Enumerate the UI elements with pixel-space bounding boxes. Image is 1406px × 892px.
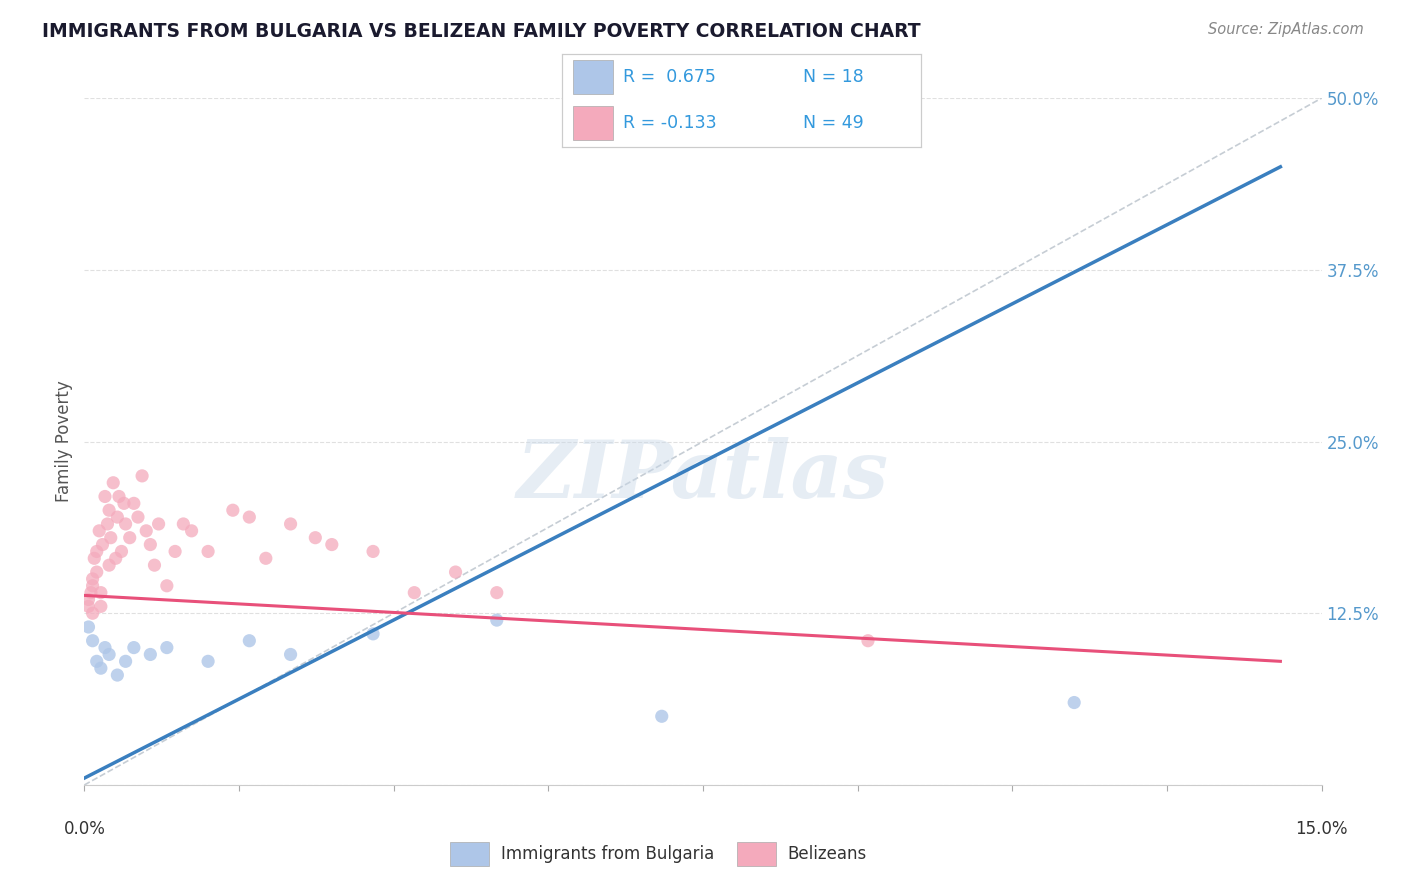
Text: Belizeans: Belizeans [787, 845, 866, 863]
Point [444, 565, 467, 579]
Point [91, 537, 114, 551]
Point [105, 668, 128, 682]
Point [77, 592, 100, 607]
Point [112, 496, 135, 510]
Text: 15.0%: 15.0% [1295, 820, 1348, 838]
Point [90, 585, 112, 599]
Point [98, 648, 121, 662]
Bar [450, 842, 489, 866]
Point [238, 633, 260, 648]
Point [80, 585, 103, 599]
Point [86, 654, 108, 668]
Point [100, 531, 122, 545]
Point [98, 558, 121, 573]
Point [122, 496, 145, 510]
Text: Source: ZipAtlas.com: Source: ZipAtlas.com [1208, 22, 1364, 37]
Point [104, 551, 127, 566]
Point [156, 640, 179, 655]
Text: R = -0.133: R = -0.133 [623, 114, 717, 132]
Point [94, 640, 117, 655]
Point [197, 544, 219, 558]
Point [96, 516, 118, 531]
Point [131, 469, 153, 483]
Point [856, 633, 879, 648]
Point [90, 599, 112, 614]
Text: ZIPatlas: ZIPatlas [517, 437, 889, 515]
Bar [574, 60, 613, 94]
Point [485, 585, 508, 599]
Point [86, 544, 108, 558]
Point [180, 524, 202, 538]
Point [105, 510, 128, 524]
Point [148, 516, 170, 531]
Point [172, 516, 194, 531]
Point [98, 503, 121, 517]
Point [197, 654, 219, 668]
Point [280, 516, 302, 531]
Point [280, 648, 302, 662]
Point [304, 531, 326, 545]
Point [651, 709, 673, 723]
Point [361, 627, 384, 641]
Point [89, 524, 111, 538]
Point [222, 503, 245, 517]
Point [1063, 696, 1085, 710]
Point [94, 490, 117, 504]
Text: Immigrants from Bulgaria: Immigrants from Bulgaria [501, 845, 714, 863]
Text: R =  0.675: R = 0.675 [623, 68, 716, 86]
Text: 0.0%: 0.0% [63, 820, 105, 838]
Point [254, 551, 277, 566]
Point [83, 551, 105, 566]
Point [114, 654, 136, 668]
Point [82, 633, 104, 648]
Point [127, 510, 149, 524]
Point [165, 544, 187, 558]
Point [139, 537, 162, 551]
Point [77, 599, 100, 614]
Text: N = 18: N = 18 [803, 68, 863, 86]
Point [82, 607, 104, 621]
Text: N = 49: N = 49 [803, 114, 863, 132]
Point [110, 544, 132, 558]
Point [156, 579, 179, 593]
Point [485, 613, 508, 627]
Point [86, 565, 108, 579]
Point [108, 490, 131, 504]
Point [82, 572, 104, 586]
Point [135, 524, 157, 538]
Point [404, 585, 426, 599]
Point [122, 640, 145, 655]
Point [114, 516, 136, 531]
Bar [737, 842, 776, 866]
Y-axis label: Family Poverty: Family Poverty [55, 381, 73, 502]
Text: IMMIGRANTS FROM BULGARIA VS BELIZEAN FAMILY POVERTY CORRELATION CHART: IMMIGRANTS FROM BULGARIA VS BELIZEAN FAM… [42, 22, 921, 41]
Point [82, 579, 104, 593]
Point [90, 661, 112, 675]
Point [361, 544, 384, 558]
Point [143, 558, 166, 573]
Point [321, 537, 343, 551]
Point [77, 620, 100, 634]
Bar [574, 106, 613, 140]
Point [139, 648, 162, 662]
Point [238, 510, 260, 524]
Point [103, 475, 125, 490]
Point [118, 531, 141, 545]
